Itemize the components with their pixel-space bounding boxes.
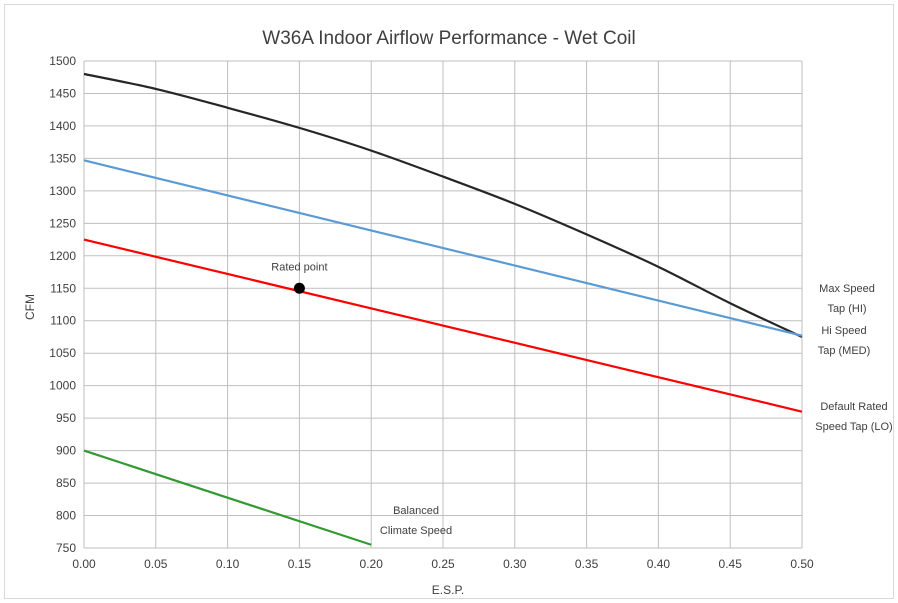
- series-label-default-rated-lo: Default Rated: [820, 401, 887, 413]
- x-tick-label: 0.25: [431, 557, 455, 571]
- y-tick-label: 1100: [50, 314, 76, 328]
- series-label-balanced-climate: Balanced: [393, 505, 439, 517]
- y-tick-label: 1400: [49, 119, 76, 133]
- y-tick-label: 750: [56, 541, 76, 555]
- series-label-hi-speed-med: Tap (MED): [818, 345, 871, 357]
- series-lines: [83, 72, 803, 546]
- annotations: Max Speed Tap (HI) Hi Speed Tap (MED) Defaul…: [271, 261, 892, 537]
- x-tick-label: 0.15: [288, 557, 312, 571]
- y-axis-label: CFM: [23, 294, 37, 320]
- y-tick-label: 950: [56, 411, 76, 425]
- y-tick-label: 1250: [49, 216, 76, 230]
- x-tick-label: 0.35: [575, 557, 599, 571]
- x-tick-label: 0.45: [719, 557, 743, 571]
- x-axis-label: E.S.P.: [432, 583, 464, 597]
- y-tick-label: 1050: [49, 346, 76, 360]
- y-tick-label: 850: [56, 476, 76, 490]
- x-tick-label: 0.05: [144, 557, 168, 571]
- series-line-max-speed-hi: [83, 72, 803, 338]
- x-tick-label: 0.10: [216, 557, 240, 571]
- series-label-balanced-climate: Climate Speed: [380, 525, 452, 537]
- rated-point-marker: [293, 282, 305, 294]
- y-tick-label: 1450: [49, 86, 76, 100]
- series-line-default-rated-lo: [83, 238, 803, 413]
- series-line-balanced-climate: [83, 449, 372, 546]
- x-tick-label: 0.50: [790, 557, 814, 571]
- series-label-max-speed-hi: Max Speed: [819, 283, 875, 295]
- series-label-max-speed-hi: Tap (HI): [827, 303, 866, 315]
- y-tick-label: 1300: [49, 184, 76, 198]
- tick-labels: 0.00 0.05 0.10 0.15 0.20 0.25 0.30 0.35 0.40 0.45…: [49, 54, 814, 571]
- y-tick-label: 1350: [49, 151, 76, 165]
- series-label-hi-speed-med: Hi Speed: [821, 325, 866, 337]
- grid: [83, 60, 803, 549]
- chart-title: W36A Indoor Airflow Performance - Wet Co…: [262, 28, 635, 49]
- series-line-hi-speed-med: [83, 159, 803, 337]
- y-tick-label: 1500: [49, 54, 76, 68]
- chart-frame: [4, 4, 894, 599]
- x-tick-label: 0.40: [647, 557, 671, 571]
- x-tick-label: 0.00: [72, 557, 96, 571]
- x-tick-label: 0.20: [360, 557, 384, 571]
- y-tick-label: 1200: [49, 249, 76, 263]
- y-tick-label: 1000: [49, 379, 76, 393]
- y-tick-label: 900: [56, 444, 76, 458]
- x-tick-label: 0.30: [503, 557, 527, 571]
- y-tick-label: 800: [56, 509, 76, 523]
- y-tick-label: 1150: [50, 281, 76, 295]
- series-label-default-rated-lo: Speed Tap (LO): [815, 421, 892, 433]
- rated-point-label: Rated point: [271, 261, 327, 273]
